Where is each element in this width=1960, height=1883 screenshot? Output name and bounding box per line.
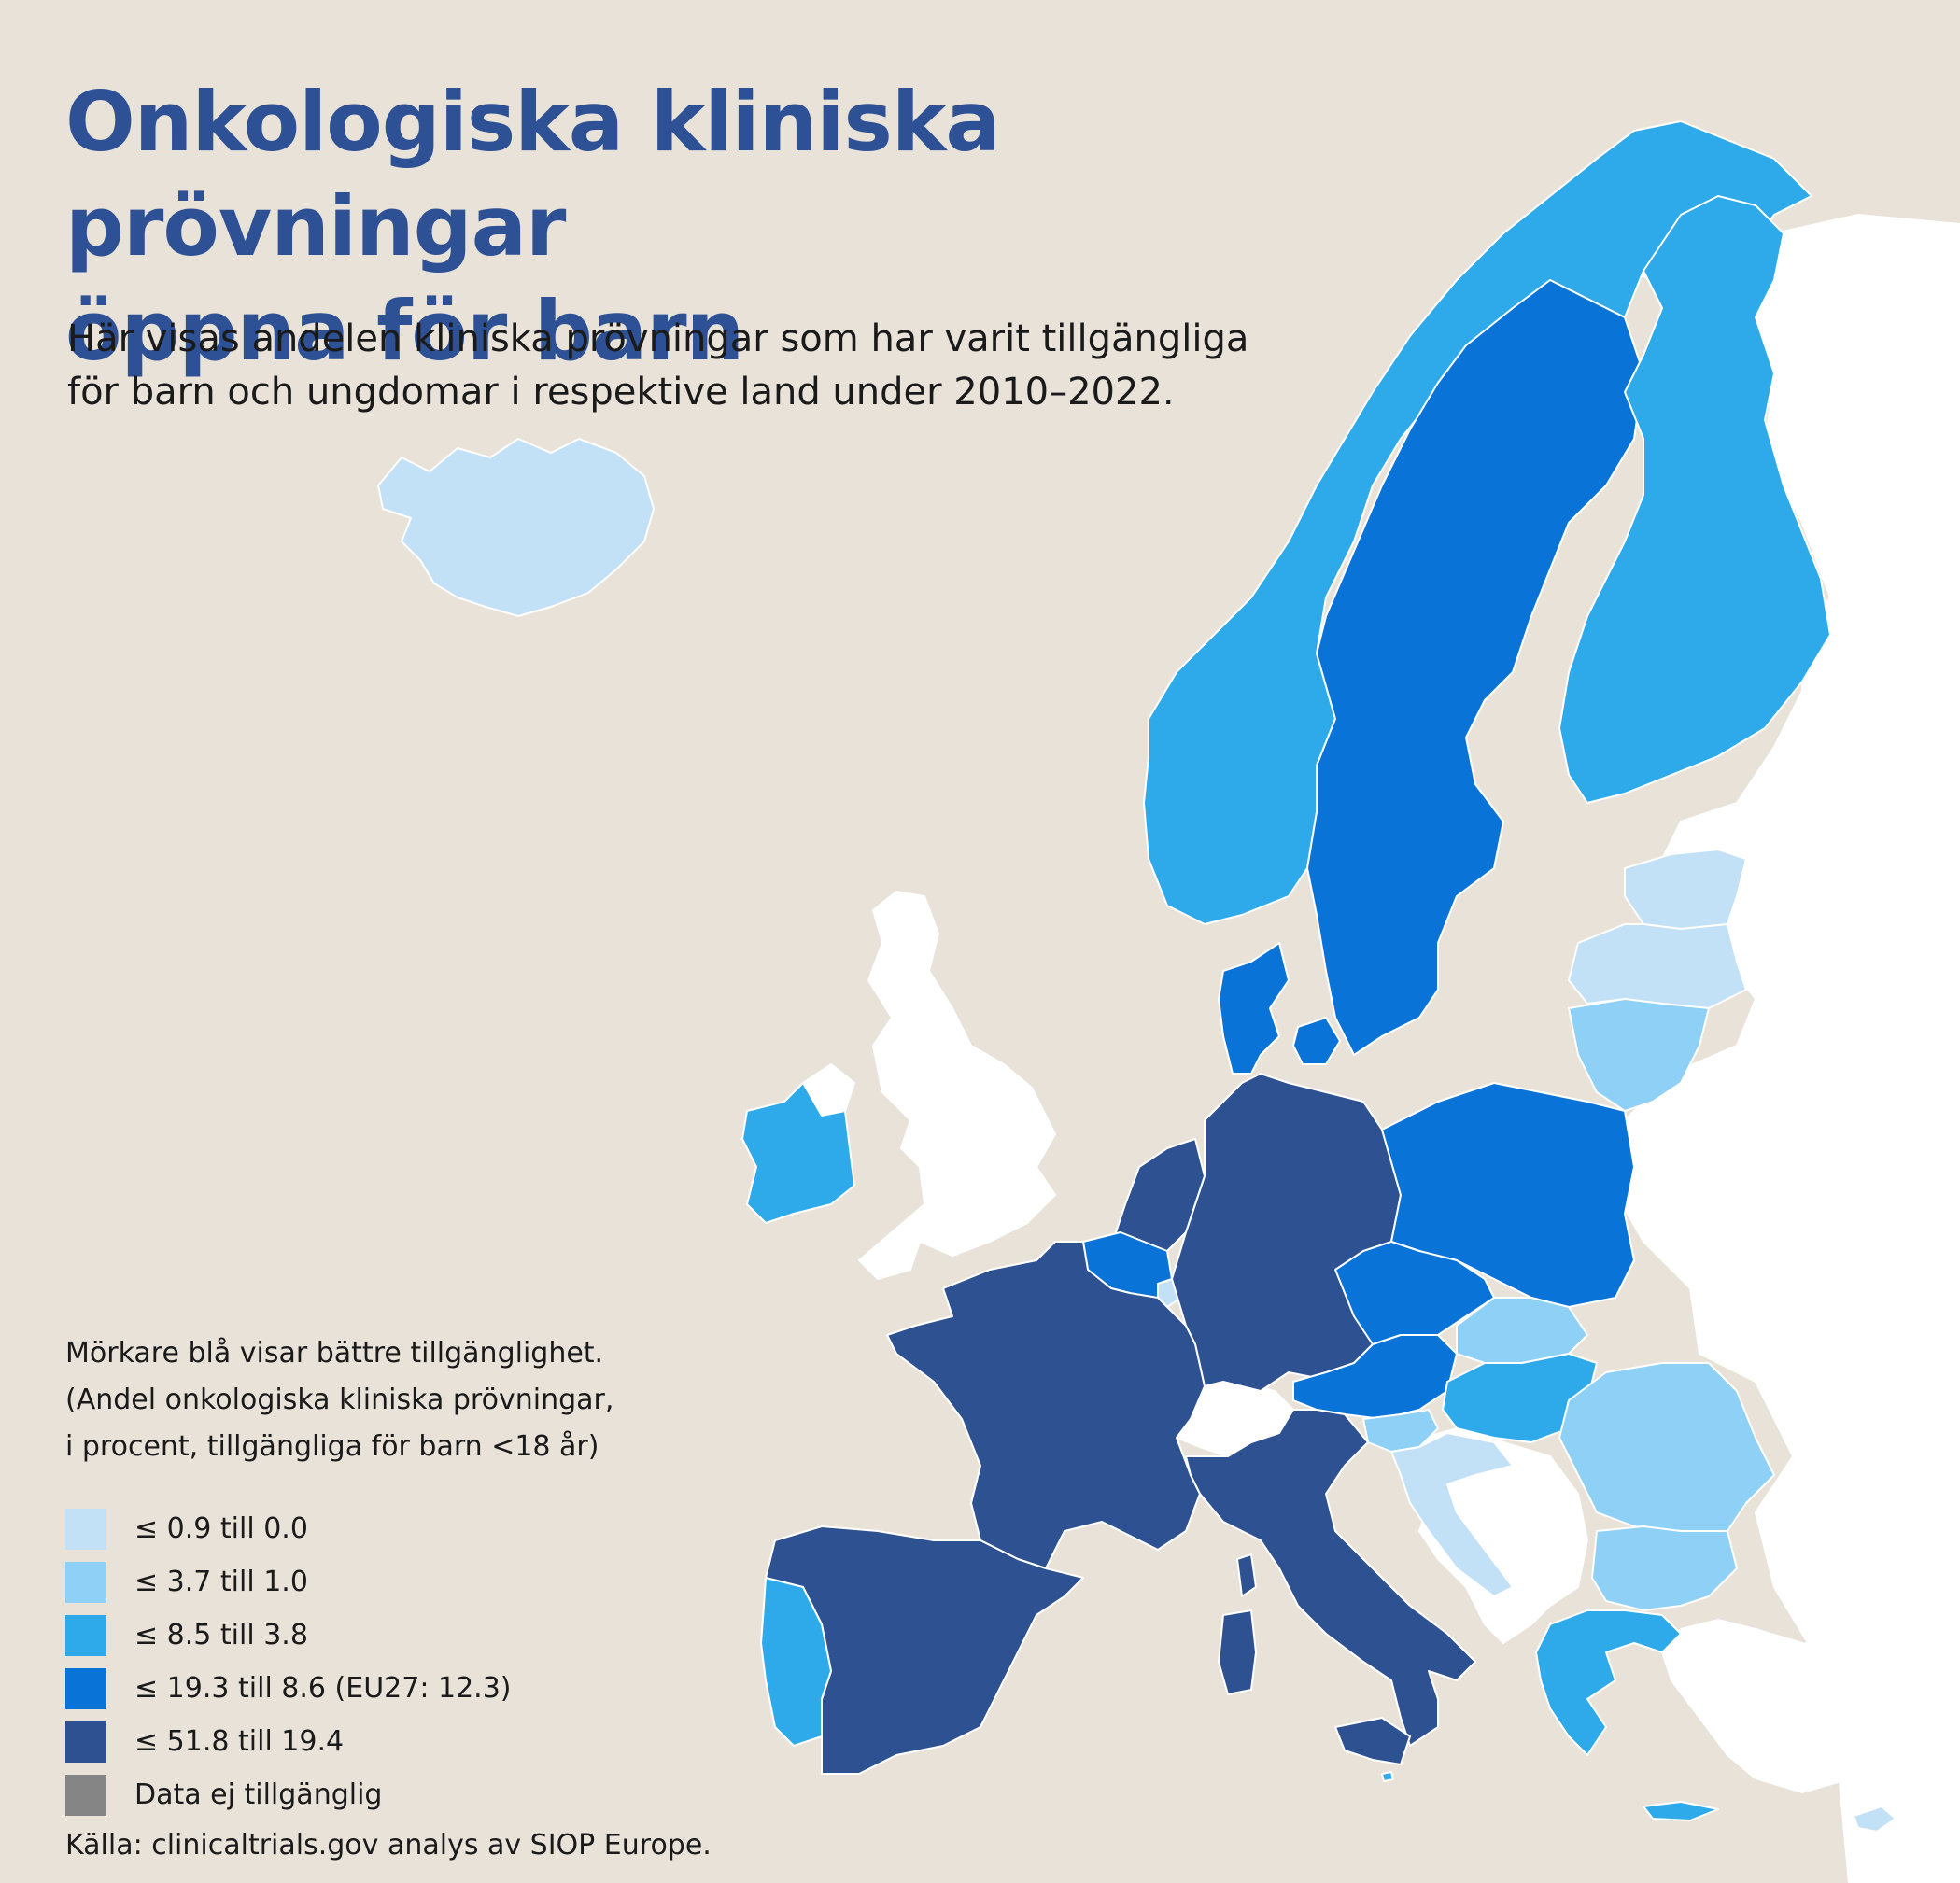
country-lithuania xyxy=(1568,998,1710,1112)
legend-swatch-class-4 xyxy=(65,1667,106,1709)
legend-item-class-3: ≤ 8.5 till 3.8 xyxy=(65,1609,738,1662)
country-portugal xyxy=(760,1577,832,1747)
legend-list: ≤ 0.9 till 0.0 ≤ 3.7 till 1.0 ≤ 8.5 till… xyxy=(65,1502,738,1821)
legend-label-class-3: ≤ 8.5 till 3.8 xyxy=(134,1619,308,1651)
legend-item-no-data: Data ej tillgänglig xyxy=(65,1768,738,1821)
country-italy xyxy=(1185,1409,1476,1747)
legend-swatch-class-5 xyxy=(65,1721,106,1763)
country-germany xyxy=(1171,1073,1402,1392)
legend-note: Mörkare blå visar bättre tillgänglighet.… xyxy=(65,1330,738,1470)
country-norway xyxy=(1143,120,1812,925)
title-line-1: Onkologiska kliniska prövningar xyxy=(65,74,1001,274)
page-subtitle: Här visas andelen kliniska prövningar so… xyxy=(67,313,1375,419)
legend-item-class-4: ≤ 19.3 till 8.6 (EU27: 12.3) xyxy=(65,1662,738,1715)
legend-swatch-class-1 xyxy=(65,1508,106,1550)
legend-swatch-no-data xyxy=(65,1774,106,1816)
page-title: Onkologiska kliniska prövningar öppna fö… xyxy=(65,70,1373,384)
country-slovenia xyxy=(1362,1409,1439,1453)
country-finland xyxy=(1558,195,1831,804)
legend-note-line-3: i procent, tillgängliga för barn <18 år) xyxy=(65,1430,599,1463)
country-greece-crete xyxy=(1643,1801,1719,1821)
legend-label-class-4: ≤ 19.3 till 8.6 (EU27: 12.3) xyxy=(134,1672,512,1705)
legend-item-class-5: ≤ 51.8 till 19.4 xyxy=(65,1715,738,1768)
legend-label-class-5: ≤ 51.8 till 19.4 xyxy=(134,1725,345,1758)
country-denmark xyxy=(1218,942,1290,1075)
country-malta xyxy=(1381,1771,1394,1782)
legend-label-no-data: Data ej tillgänglig xyxy=(134,1778,383,1811)
legend-label-class-1: ≤ 0.9 till 0.0 xyxy=(134,1512,308,1545)
legend-label-class-2: ≤ 3.7 till 1.0 xyxy=(134,1566,308,1598)
country-france xyxy=(886,1241,1206,1569)
country-greece xyxy=(1535,1609,1682,1756)
country-slovakia xyxy=(1456,1297,1588,1364)
legend-item-class-2: ≤ 3.7 till 1.0 xyxy=(65,1555,738,1609)
legend-note-line-1: Mörkare blå visar bättre tillgänglighet. xyxy=(65,1337,604,1370)
country-cyprus xyxy=(1853,1806,1897,1833)
country-croatia xyxy=(1390,1432,1514,1597)
source-note: Källa: clinicaltrials.gov analys av SIOP… xyxy=(65,1829,712,1862)
subtitle-line-1: Här visas andelen kliniska prövningar so… xyxy=(67,317,1249,360)
country-italy-sicily xyxy=(1334,1717,1411,1765)
non-eu-turkey xyxy=(1660,1618,1960,1794)
country-bulgaria xyxy=(1591,1525,1738,1611)
country-iceland xyxy=(377,438,655,617)
non-eu-uk xyxy=(857,890,1057,1281)
country-estonia xyxy=(1624,849,1747,930)
country-latvia xyxy=(1568,923,1747,1009)
country-sweden xyxy=(1306,279,1644,1056)
country-denmark-islands xyxy=(1292,1017,1341,1065)
country-italy-sardinia xyxy=(1218,1609,1257,1695)
subtitle-line-2: för barn och ungdomar i respektive land … xyxy=(67,371,1175,414)
map-legend: Mörkare blå visar bättre tillgänglighet.… xyxy=(65,1330,738,1862)
country-ireland xyxy=(741,1082,855,1224)
country-france-corsica xyxy=(1236,1553,1257,1597)
legend-note-line-2: (Andel onkologiska kliniska prövningar, xyxy=(65,1384,614,1416)
country-romania xyxy=(1558,1362,1775,1532)
legend-swatch-class-2 xyxy=(65,1561,106,1603)
title-line-2: öppna för barn xyxy=(65,283,744,379)
legend-item-class-1: ≤ 0.9 till 0.0 xyxy=(65,1502,738,1555)
legend-swatch-class-3 xyxy=(65,1614,106,1656)
